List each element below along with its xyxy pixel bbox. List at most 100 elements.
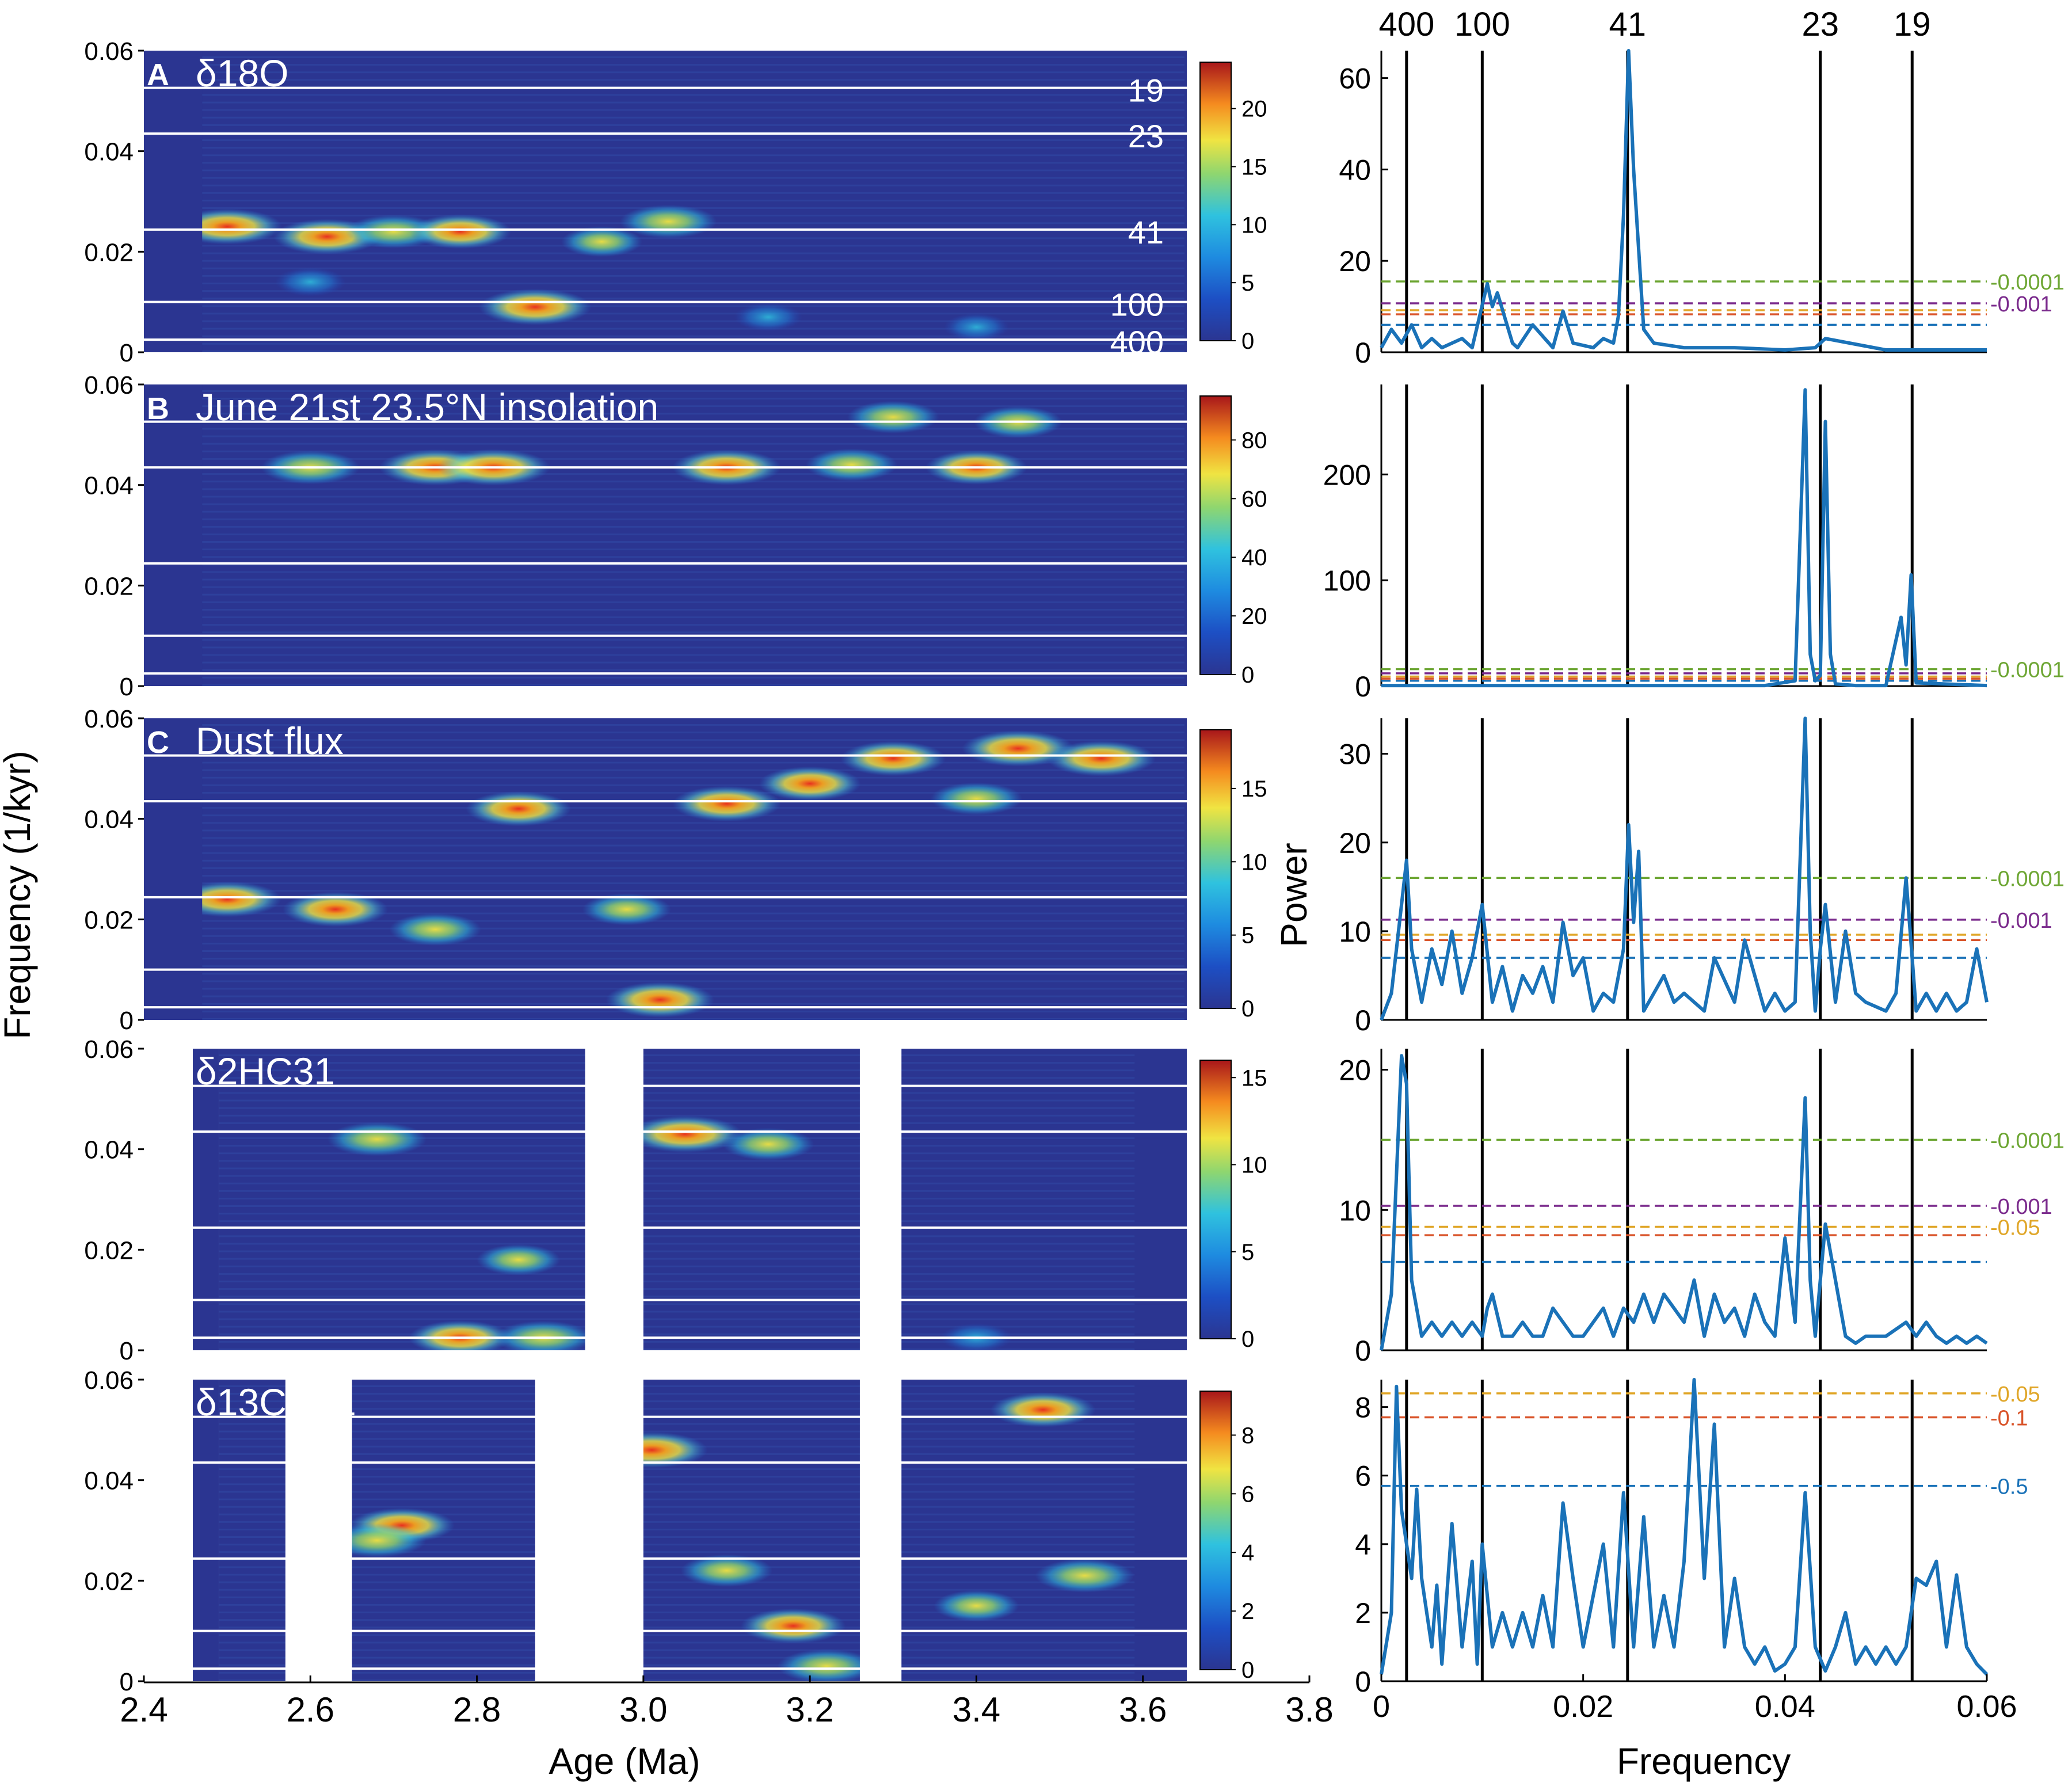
- heatmap-texture-band: [219, 1483, 1135, 1486]
- heatmap-texture-band: [202, 350, 1185, 352]
- significance-label: -0.05: [1990, 1216, 2040, 1240]
- data-gap: [585, 1049, 643, 1350]
- heatmap-texture-band: [202, 747, 1185, 749]
- heatmap-texture-band: [202, 829, 1185, 832]
- heatmap-texture-band: [219, 1627, 1135, 1629]
- heatmap-texture-band: [219, 1521, 1135, 1523]
- heatmap-texture-band: [219, 1062, 1135, 1064]
- heatmap-texture-band: [219, 1619, 1135, 1621]
- heatmap-texture-band: [202, 639, 1185, 641]
- y-tick-label: 0.04: [84, 806, 134, 834]
- heatmap-texture-band: [202, 942, 1185, 944]
- data-gap: [859, 1049, 902, 1350]
- heatmap-background: [144, 51, 1187, 352]
- heatmap-texture-band: [202, 844, 1185, 847]
- heatmap-texture-band: [202, 147, 1185, 149]
- spectrum-y-tick-label: 6: [1355, 1460, 1371, 1492]
- heatmap-plot-area: [144, 51, 1187, 352]
- heatmap-texture-band: [202, 313, 1185, 315]
- spectrum-y-tick-label: 40: [1339, 154, 1371, 186]
- spectrum-y-tick-label: 20: [1339, 827, 1371, 859]
- heatmap-texture-band: [219, 1152, 1135, 1155]
- spectrum-y-tick-label: 8: [1355, 1392, 1371, 1424]
- age-tick-label: 3.0: [619, 1690, 667, 1729]
- colorbar-tick-label: 40: [1241, 545, 1267, 570]
- heatmap-texture-band: [219, 1430, 1135, 1433]
- spectrum-y-tick-label: 30: [1339, 738, 1371, 771]
- colorbar: [1199, 1391, 1232, 1670]
- heatmap-texture-band: [219, 1077, 1135, 1079]
- data-gap: [535, 1380, 643, 1681]
- colorbar-tick-label: 10: [1241, 850, 1267, 875]
- heatmap-texture-band: [202, 305, 1185, 307]
- heatmap-texture-band: [202, 496, 1185, 498]
- colorbar-tick-label: 0: [1241, 996, 1254, 1022]
- heatmap-texture-band: [202, 571, 1185, 573]
- right-y-axis-label: Power: [1273, 843, 1315, 947]
- age-tick-label: 3.2: [786, 1690, 833, 1729]
- colorbar-tick-label: 0: [1241, 1327, 1254, 1352]
- y-tick-label: 0.04: [84, 1467, 134, 1495]
- y-tick-label: 0.02: [84, 572, 134, 600]
- heatmap-hotspot: [805, 448, 898, 482]
- heatmap-texture-band: [219, 1664, 1135, 1666]
- left-y-axis-label: Frequency (1/kyr): [0, 751, 38, 1039]
- heatmap-hotspot: [734, 303, 802, 332]
- power-spectrum-line: [1380, 1054, 1988, 1351]
- colorbar-tick-label: 5: [1241, 923, 1254, 949]
- y-tick-label: 0: [120, 673, 134, 701]
- panel-title: δ2HC31: [196, 1050, 335, 1092]
- significance-label: -0.0001: [1990, 271, 2065, 295]
- heatmap-hotspot: [759, 766, 861, 801]
- age-tick-label: 3.8: [1285, 1690, 1333, 1729]
- heatmap-hotspot: [740, 1608, 846, 1644]
- y-tick-label: 0.02: [84, 1236, 134, 1265]
- heatmap-texture-band: [202, 608, 1185, 611]
- heatmap-texture-band: [202, 669, 1185, 671]
- significance-label: -0.0001: [1990, 1129, 2065, 1153]
- heatmap-hotspot: [479, 288, 592, 325]
- panel-letter: A: [147, 58, 169, 92]
- pre-record-area: [144, 718, 203, 1020]
- spectrum-y-tick-label: 20: [1339, 1054, 1371, 1087]
- heatmap-texture-band: [202, 192, 1185, 194]
- heatmap-texture-band: [202, 94, 1185, 96]
- heatmap-texture-band: [219, 1213, 1135, 1215]
- heatmap-texture-band: [202, 761, 1185, 764]
- frequency-tick-label: 0: [1373, 1689, 1390, 1724]
- panel-title: δ18O: [196, 52, 289, 94]
- panel-letter: E: [147, 1387, 167, 1421]
- heatmap-texture-band: [219, 1197, 1135, 1199]
- heatmap-texture-band: [202, 435, 1185, 437]
- period-label-400: 400: [1378, 6, 1434, 43]
- heatmap-texture-band: [219, 1385, 1135, 1387]
- data-gap: [859, 1380, 902, 1681]
- spectrum-y-tick-label: 100: [1323, 565, 1371, 597]
- heatmap-texture-band: [202, 837, 1185, 839]
- heatmap-hotspot: [1035, 1559, 1134, 1593]
- heatmap-texture-band: [219, 1340, 1135, 1343]
- heatmap-texture-band: [202, 732, 1185, 734]
- significance-label: -0.001: [1990, 1195, 2052, 1219]
- heatmap-plot-area: [144, 384, 1187, 686]
- significance-label: -0.0001: [1990, 867, 2065, 891]
- y-tick-label: 0.06: [84, 1035, 134, 1064]
- heatmap-texture-band: [202, 518, 1185, 520]
- heatmap-texture-band: [202, 935, 1185, 937]
- y-tick-label: 0.02: [84, 906, 134, 934]
- colorbar: [1199, 729, 1232, 1009]
- heatmap-texture-band: [202, 390, 1185, 392]
- heatmap-hotspot: [275, 267, 346, 296]
- heatmap-texture-band: [219, 1296, 1135, 1298]
- heatmap-hotspot: [389, 913, 481, 946]
- heatmap-texture-band: [219, 1551, 1135, 1553]
- heatmap-texture-band: [202, 586, 1185, 588]
- heatmap-texture-band: [219, 1679, 1135, 1681]
- panel-title: δ13CC31: [196, 1381, 356, 1423]
- heatmap-hotspot: [327, 1122, 427, 1156]
- heatmap-hotspot: [494, 1320, 593, 1350]
- heatmap-texture-band: [202, 199, 1185, 201]
- heatmap-texture-band: [202, 252, 1185, 254]
